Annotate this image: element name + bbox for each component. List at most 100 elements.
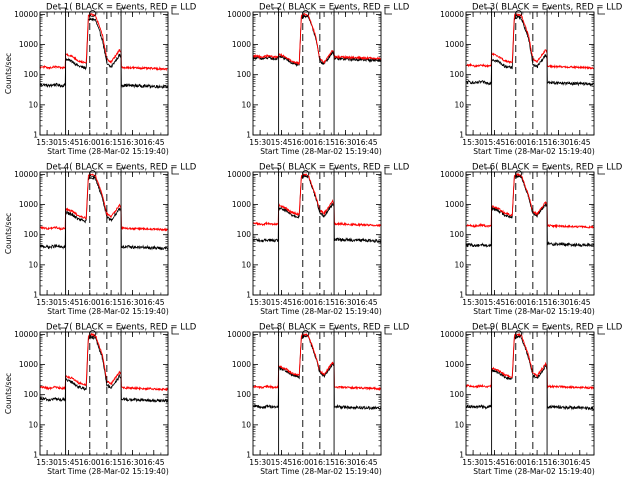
detector-panel-2: Det 2( BLACK = Events, RED = LLD 1 10 100 10…	[227, 3, 410, 157]
detector-panel-1: Det 1( BLACK = Events, RED = LLD Counts/s…	[4, 3, 197, 157]
left-bracket-marker	[272, 167, 279, 176]
x-tick-label: 15:30	[462, 298, 484, 307]
y-tick-label: 1000	[445, 360, 464, 369]
y-tick-label: 1000	[19, 200, 38, 209]
y-tick-label: 1000	[445, 200, 464, 209]
y-tick-label: 100	[24, 390, 39, 399]
plot-frame	[465, 11, 595, 136]
panel-title: Det 2( BLACK = Events, RED = LLD	[259, 3, 410, 13]
plot-frame	[39, 11, 169, 136]
x-tick-label: 16:15	[313, 298, 335, 307]
peak-marker-circle	[89, 330, 97, 337]
y-tick-label: 10	[454, 420, 464, 429]
detector-panel-3: Det 3( BLACK = Events, RED = LLD 1 10 100 10…	[440, 3, 623, 157]
y-tick-label: 10000	[440, 330, 464, 339]
panel-title: Det 6( BLACK = Events, RED = LLD	[472, 163, 623, 173]
peak-marker-circle	[302, 10, 310, 17]
events-series-line	[465, 14, 595, 87]
y-tick-label: 10000	[227, 330, 251, 339]
x-tick-label: 15:45	[58, 458, 80, 467]
x-tick-label: 16:00	[79, 458, 101, 467]
plot-frame	[252, 331, 382, 456]
x-axis-label: Start Time (28-Mar-02 15:19:40)	[260, 307, 382, 316]
corner-marker	[597, 327, 605, 335]
x-tick-label: 16:15	[100, 298, 122, 307]
x-tick-label: 16:45	[569, 138, 591, 147]
detector-panel-9: Det 9( BLACK = Events, RED = LLD 1 10 100 10…	[440, 323, 623, 477]
peak-marker-circle	[89, 10, 97, 17]
x-tick-label: 16:15	[526, 458, 548, 467]
x-tick-label: 16:45	[143, 138, 165, 147]
y-tick-label: 1	[459, 291, 464, 300]
y-tick-label: 10	[241, 260, 251, 269]
right-bracket-marker	[120, 7, 128, 16]
lld-series-line	[252, 173, 382, 228]
x-tick-label: 16:00	[505, 458, 527, 467]
lld-series-line	[39, 12, 169, 72]
y-axis-label: Counts/sec	[4, 213, 13, 254]
left-bracket-marker	[485, 327, 492, 336]
y-tick-label: 10000	[14, 170, 38, 179]
x-tick-label: 16:15	[100, 138, 122, 147]
y-tick-label: 1	[33, 131, 38, 140]
x-tick-label: 15:45	[58, 298, 80, 307]
events-series-line	[39, 335, 169, 403]
right-bracket-marker	[546, 327, 554, 336]
panel-title: Det 4( BLACK = Events, RED = LLD	[46, 163, 197, 173]
plot-frame	[252, 171, 382, 296]
panel-title: Det 9( BLACK = Events, RED = LLD	[472, 323, 623, 333]
y-tick-label: 1	[33, 451, 38, 460]
left-bracket-marker	[59, 7, 66, 16]
x-tick-label: 15:30	[36, 138, 58, 147]
events-series-line	[465, 174, 595, 248]
y-tick-label: 1000	[445, 40, 464, 49]
y-tick-label: 10000	[440, 10, 464, 19]
panel-title: Det 8( BLACK = Events, RED = LLD	[259, 323, 410, 333]
lld-series-line	[39, 332, 169, 392]
x-tick-label: 15:45	[271, 458, 293, 467]
events-series-line	[465, 335, 595, 411]
right-bracket-marker	[333, 327, 341, 336]
lld-series-line	[39, 173, 169, 232]
lld-series-line	[465, 332, 595, 391]
x-axis-label: Start Time (28-Mar-02 15:19:40)	[473, 147, 595, 156]
y-tick-label: 100	[450, 230, 465, 239]
peak-marker-circle	[515, 10, 523, 17]
corner-marker	[597, 7, 605, 15]
panel-title: Det 3( BLACK = Events, RED = LLD	[472, 3, 623, 13]
y-tick-label: 1000	[19, 40, 38, 49]
y-tick-label: 1	[33, 291, 38, 300]
y-tick-label: 10	[454, 260, 464, 269]
left-bracket-marker	[485, 7, 492, 16]
events-series-line	[252, 174, 382, 244]
y-tick-label: 100	[24, 230, 39, 239]
peak-marker-circle	[89, 170, 97, 177]
y-tick-label: 10	[454, 100, 464, 109]
x-axis-label: Start Time (28-Mar-02 15:19:40)	[260, 147, 382, 156]
y-tick-label: 10000	[440, 170, 464, 179]
peak-marker-circle	[302, 170, 310, 177]
right-bracket-marker	[120, 327, 128, 336]
lld-series-line	[465, 173, 595, 229]
panel-title: Det 7( BLACK = Events, RED = LLD	[46, 323, 197, 333]
x-tick-label: 16:30	[548, 298, 570, 307]
y-tick-label: 100	[237, 230, 252, 239]
detector-panel-4: Det 4( BLACK = Events, RED = LLD Counts/s…	[4, 163, 197, 317]
x-tick-label: 15:45	[484, 138, 506, 147]
y-tick-label: 10	[28, 260, 38, 269]
x-tick-label: 16:45	[356, 298, 378, 307]
y-tick-label: 1	[459, 131, 464, 140]
panel-title: Det 5( BLACK = Events, RED = LLD	[259, 163, 410, 173]
y-tick-label: 10000	[14, 330, 38, 339]
right-bracket-marker	[120, 167, 128, 176]
x-tick-label: 16:30	[335, 298, 357, 307]
y-tick-label: 100	[450, 390, 465, 399]
y-tick-label: 10	[28, 420, 38, 429]
left-bracket-marker	[272, 7, 279, 16]
x-tick-label: 16:00	[292, 138, 314, 147]
x-axis-label: Start Time (28-Mar-02 15:19:40)	[47, 467, 169, 476]
y-tick-label: 1000	[232, 360, 251, 369]
x-tick-label: 16:15	[313, 138, 335, 147]
right-bracket-marker	[333, 167, 341, 176]
right-bracket-marker	[546, 167, 554, 176]
